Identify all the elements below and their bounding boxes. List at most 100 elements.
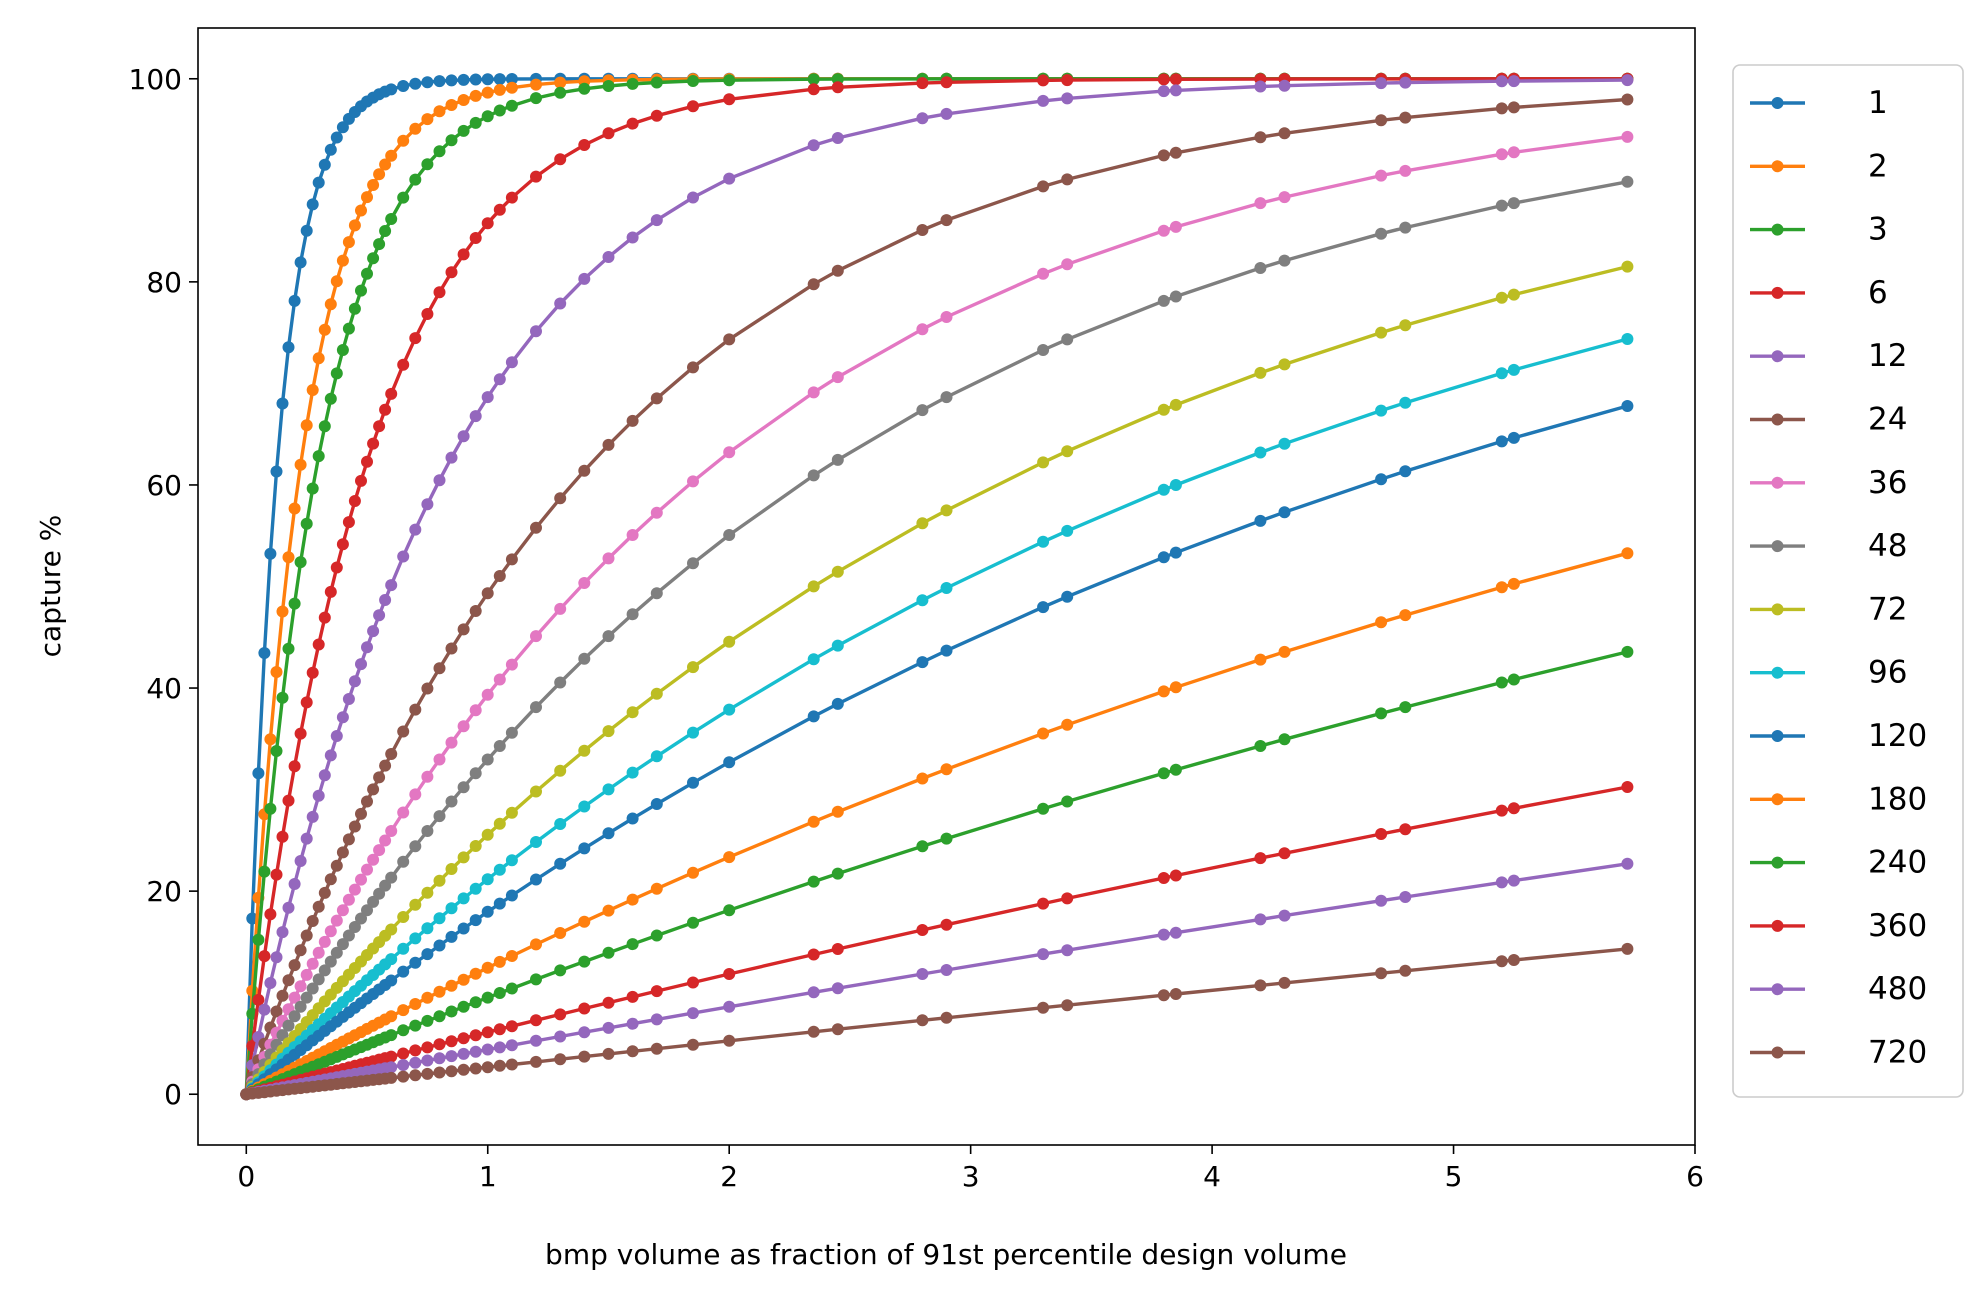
data-point-72	[687, 661, 699, 674]
legend-label: 3	[1868, 212, 1888, 248]
data-point-12	[493, 373, 506, 386]
x-tick-label: 0	[237, 1160, 255, 1193]
data-point-6	[602, 127, 615, 140]
data-point-1	[409, 77, 422, 90]
data-point-96	[1254, 446, 1267, 459]
data-point-12	[807, 139, 820, 152]
data-point-48	[1037, 344, 1050, 356]
data-point-12	[397, 550, 410, 563]
data-point-24	[433, 662, 446, 675]
data-point-6	[270, 868, 283, 881]
data-point-1	[306, 198, 319, 211]
data-point-36	[409, 788, 422, 801]
data-point-36	[288, 991, 301, 1004]
data-point-720	[1375, 967, 1388, 980]
data-point-6	[367, 437, 380, 450]
data-point-2	[409, 122, 422, 135]
data-point-240	[940, 832, 953, 845]
data-point-12	[1621, 74, 1634, 87]
data-point-720	[650, 1042, 663, 1055]
data-point-36	[626, 529, 639, 541]
data-point-1	[264, 547, 277, 560]
data-point-96	[1061, 524, 1074, 537]
data-point-24	[288, 959, 301, 972]
data-point-1	[505, 73, 518, 85]
data-point-720	[687, 1038, 699, 1051]
data-point-24	[409, 703, 422, 716]
data-point-120	[1254, 514, 1267, 527]
data-point-36	[385, 825, 398, 837]
data-point-12	[530, 325, 542, 338]
data-point-48	[318, 964, 331, 977]
data-point-180	[916, 772, 929, 785]
y-axis-ticks: 0 20 40 60 80 100	[129, 63, 198, 1111]
data-point-3	[626, 77, 639, 90]
data-point-12	[330, 730, 343, 742]
data-point-96	[807, 653, 820, 666]
data-point-2	[361, 191, 373, 204]
data-point-72	[1507, 288, 1520, 301]
data-point-1	[294, 256, 307, 269]
data-point-12	[723, 172, 736, 185]
data-point-36	[312, 946, 325, 959]
data-point-2	[312, 352, 325, 365]
data-point-360	[1157, 872, 1170, 884]
data-point-480	[409, 1056, 422, 1069]
data-point-3	[505, 99, 518, 112]
data-point-12	[270, 951, 283, 964]
data-point-12	[1169, 84, 1182, 97]
legend-label: 2	[1868, 148, 1888, 184]
data-point-240	[1169, 763, 1182, 776]
data-point-1	[258, 647, 271, 659]
data-point-48	[282, 1019, 295, 1032]
data-point-96	[940, 582, 953, 594]
data-point-360	[385, 1050, 398, 1063]
data-point-360	[1399, 823, 1412, 836]
data-point-120	[385, 974, 398, 987]
data-point-36	[1621, 130, 1634, 143]
data-point-6	[687, 100, 699, 113]
data-point-360	[940, 918, 953, 931]
data-point-48	[687, 557, 699, 570]
data-point-96	[409, 932, 422, 945]
data-point-24	[385, 748, 398, 760]
data-point-48	[385, 871, 398, 884]
data-point-48	[1278, 254, 1291, 267]
data-point-24	[1157, 149, 1170, 162]
data-point-1	[324, 143, 337, 156]
data-point-480	[554, 1030, 567, 1043]
data-point-48	[361, 904, 373, 917]
data-point-3	[650, 76, 663, 89]
legend-marker	[1771, 603, 1784, 616]
data-point-48	[554, 676, 567, 689]
data-point-360	[1037, 897, 1050, 910]
legend-marker	[1771, 476, 1784, 489]
data-point-3	[270, 745, 283, 757]
data-point-72	[433, 874, 446, 887]
data-point-360	[457, 1032, 470, 1045]
data-point-72	[1278, 358, 1291, 371]
data-point-480	[1399, 891, 1412, 903]
data-point-3	[282, 642, 295, 655]
data-point-36	[306, 957, 319, 970]
data-point-1	[385, 83, 398, 96]
data-point-360	[723, 968, 736, 980]
data-point-3	[252, 933, 265, 946]
data-point-12	[379, 594, 392, 606]
data-point-12	[312, 789, 325, 802]
data-point-1	[493, 73, 506, 86]
data-point-180	[650, 882, 663, 895]
data-point-36	[330, 914, 343, 927]
data-point-180	[626, 893, 639, 906]
data-point-96	[626, 766, 639, 779]
data-point-120	[397, 965, 410, 978]
x-tick-label: 3	[962, 1160, 980, 1193]
data-point-12	[445, 451, 458, 464]
data-point-72	[530, 785, 542, 798]
data-point-72	[385, 923, 398, 936]
legend-label: 48	[1868, 528, 1907, 564]
data-point-1	[445, 74, 458, 87]
data-point-72	[1621, 260, 1634, 273]
data-point-24	[530, 521, 542, 534]
